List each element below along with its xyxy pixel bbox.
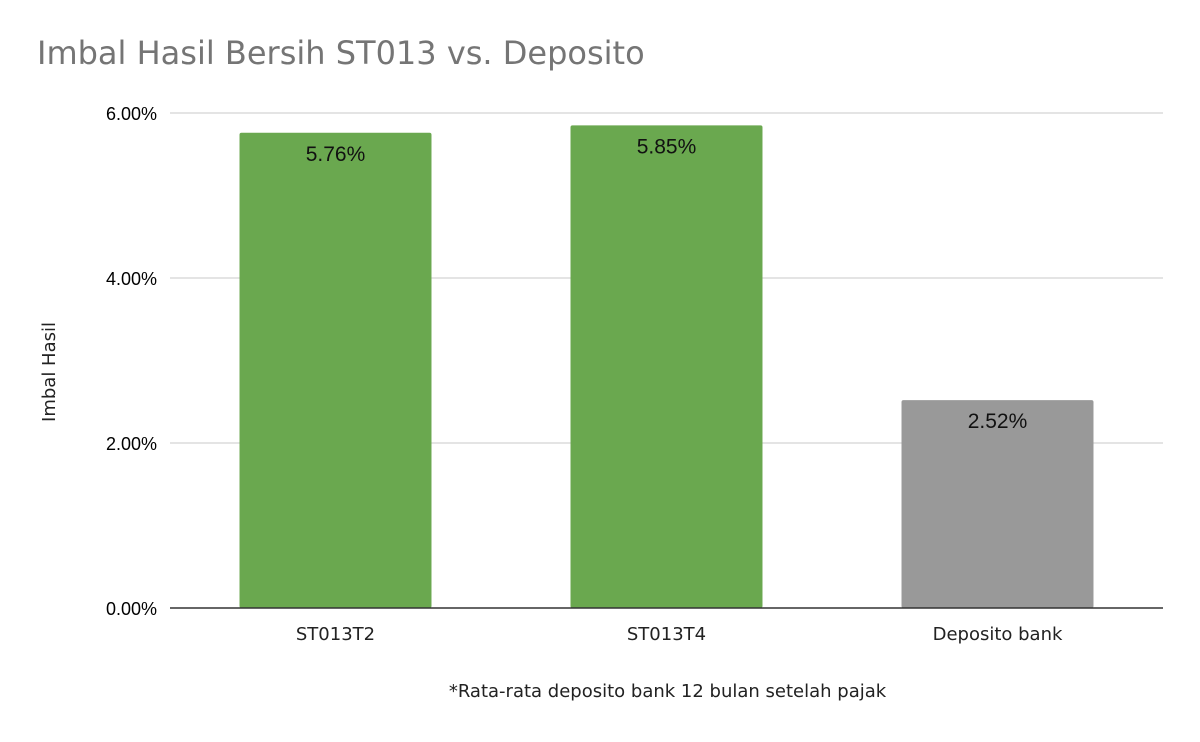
y-tick-label: 2.00% [106, 434, 157, 454]
data-label: 5.85% [637, 135, 697, 158]
footnote-text: *Rata-rata deposito bank 12 bulan setela… [448, 681, 887, 702]
y-axis-title: Imbal Hasil [39, 322, 60, 422]
y-tick-label: 4.00% [106, 269, 157, 289]
y-tick-label: 6.00% [106, 104, 157, 124]
data-label: 2.52% [968, 410, 1028, 433]
bar [570, 125, 763, 608]
bars [239, 125, 1094, 609]
category-labels: ST013T2 ST013T4 Deposito bank [296, 624, 1063, 645]
category-label: Deposito bank [933, 624, 1063, 645]
y-tick-label: 0.00% [106, 599, 157, 619]
bar [901, 400, 1094, 608]
chart-title: Imbal Hasil Bersih ST013 vs. Deposito [37, 34, 645, 72]
y-tick-labels: 0.00% 2.00% 4.00% 6.00% [106, 104, 157, 619]
data-labels: 5.76% 5.85% 2.52% [306, 135, 1028, 433]
bar [239, 132, 432, 609]
category-label: ST013T2 [296, 624, 375, 645]
footnote: *Rata-rata deposito bank 12 bulan setela… [0, 681, 1200, 702]
data-label: 5.76% [306, 143, 366, 166]
category-label: ST013T4 [627, 624, 706, 645]
